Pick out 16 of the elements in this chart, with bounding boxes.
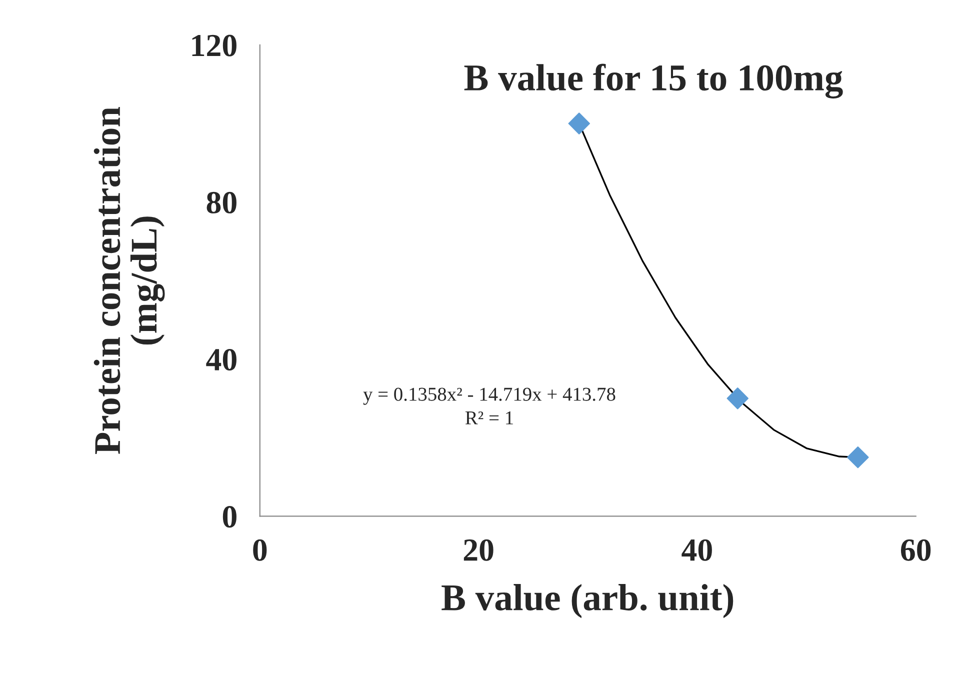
x-tick-label: 0	[253, 539, 267, 561]
y-tick-label: 120	[192, 34, 236, 56]
y-tick-label: 40	[206, 348, 236, 371]
point	[568, 112, 590, 134]
x-tick-label: 20	[464, 539, 494, 561]
y-axis-title: Protein concentration (mg/dL)	[94, 107, 165, 454]
annotation: R² = 1	[465, 411, 513, 424]
x-axis-title: B value (arb. unit)	[442, 584, 734, 618]
annotation: y = 0.1358x² - 14.719x + 413.78	[363, 388, 616, 405]
x-tick-label: 40	[682, 539, 712, 561]
y-tick-label: 80	[206, 192, 236, 214]
point	[847, 446, 869, 468]
y-tick-label: 0	[222, 506, 236, 528]
chart-title: B value for 15 to 100mg	[464, 64, 843, 98]
x-tick-label: 60	[900, 539, 931, 561]
point	[726, 388, 749, 410]
